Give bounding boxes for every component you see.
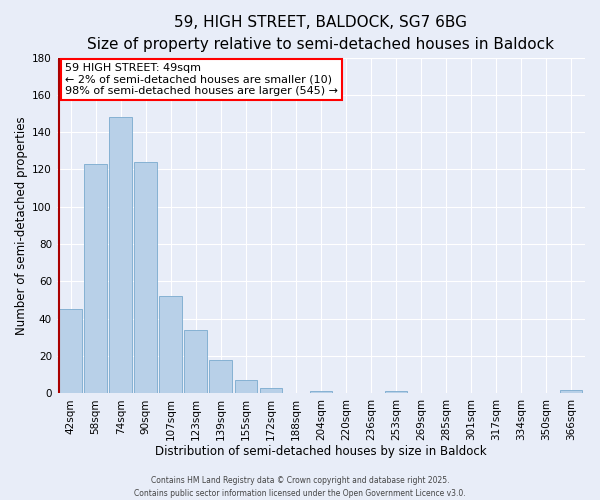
Text: 59 HIGH STREET: 49sqm
← 2% of semi-detached houses are smaller (10)
98% of semi-: 59 HIGH STREET: 49sqm ← 2% of semi-detac… (65, 62, 338, 96)
Bar (134, 162, 157, 394)
Bar (260, 388, 282, 394)
Bar (109, 117, 132, 394)
Bar (85, 164, 107, 394)
Bar (59, 310, 82, 394)
X-axis label: Distribution of semi-detached houses by size in Baldock: Distribution of semi-detached houses by … (155, 444, 487, 458)
Y-axis label: Number of semi-detached properties: Number of semi-detached properties (15, 116, 28, 335)
Bar (184, 330, 207, 394)
Title: 59, HIGH STREET, BALDOCK, SG7 6BG
Size of property relative to semi-detached hou: 59, HIGH STREET, BALDOCK, SG7 6BG Size o… (88, 15, 554, 52)
Bar (235, 380, 257, 394)
Bar (560, 390, 583, 394)
Bar (160, 296, 182, 394)
Bar (209, 360, 232, 394)
Text: Contains HM Land Registry data © Crown copyright and database right 2025.
Contai: Contains HM Land Registry data © Crown c… (134, 476, 466, 498)
Bar (310, 392, 332, 394)
Bar (385, 392, 407, 394)
